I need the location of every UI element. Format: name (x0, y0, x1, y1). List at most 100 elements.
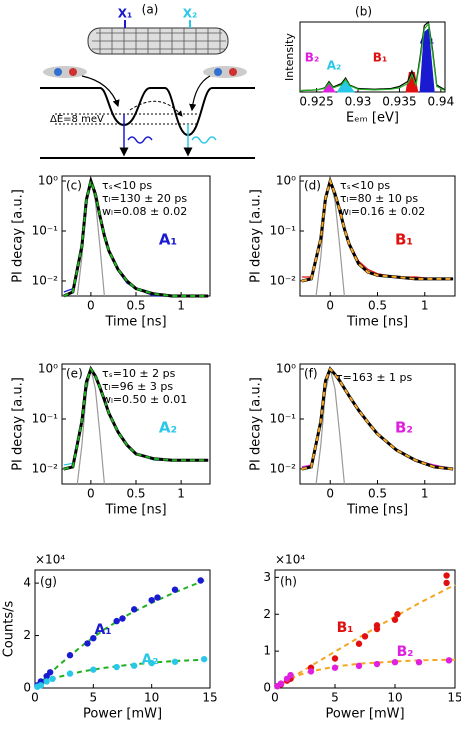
panel-label: (h) (280, 575, 297, 589)
data-point (130, 606, 138, 613)
data-point (119, 615, 126, 622)
data-point (331, 655, 339, 662)
data-point (394, 611, 401, 618)
fit-line (34, 579, 205, 689)
data-line (301, 176, 454, 283)
annotation: τₛ<10 ps (102, 179, 152, 192)
x-tick-label: 0 (326, 487, 334, 501)
series-label: B₁ (373, 51, 387, 65)
plot-frame (299, 21, 446, 93)
data-point (391, 658, 399, 666)
data-line (299, 22, 446, 92)
data-point (277, 680, 285, 687)
series-label: A₂ (142, 652, 159, 668)
y-axis-label: Counts/s (2, 601, 17, 658)
y-tick-label: 10⁻¹ (270, 223, 297, 237)
x-tick-label: 0 (31, 691, 39, 705)
y-tick-label: 1 (263, 644, 271, 658)
series-label: A₁ (95, 622, 112, 638)
y-tick-label: 3 (263, 570, 271, 584)
annotation: τₗ=80 ± 10 ps (340, 192, 418, 205)
data-point (37, 682, 45, 689)
panel-label: (c) (66, 179, 82, 193)
series-label: B₂ (397, 644, 414, 660)
data-point (391, 616, 399, 623)
x-tick-label: 1 (421, 299, 429, 313)
data-point (148, 596, 155, 604)
data-point (287, 671, 294, 679)
y-tick-label: 10⁻² (32, 461, 59, 475)
photon (191, 136, 217, 144)
annotation: τ=163 ± 1 ps (336, 371, 413, 384)
annotation: wₗ=0.50 ± 0.01 (102, 393, 187, 406)
data-point (355, 662, 363, 670)
y-tick-label: 10⁻² (270, 461, 297, 475)
y-tick-label: 10⁻² (32, 273, 59, 287)
data-point (361, 633, 369, 640)
y-multiplier: ×10⁴ (275, 553, 305, 567)
x-axis-label: Time [ns] (104, 315, 166, 330)
data-point (200, 655, 208, 663)
y-tick-label: 10⁰ (276, 174, 296, 188)
electron (54, 68, 62, 76)
panel-label: (f) (304, 367, 318, 381)
y-tick-label: 10⁻¹ (32, 223, 59, 237)
delta-e: ΔE=8 meV (50, 114, 104, 125)
x-tick-label: 0.5 (368, 299, 387, 313)
data-line (63, 175, 209, 298)
hole (69, 68, 77, 76)
x-tick-label: 1 (177, 299, 185, 313)
curve-label: A₁ (159, 231, 177, 249)
data-point (66, 670, 74, 677)
y-tick-label: 10⁰ (276, 362, 296, 376)
data-point (355, 640, 363, 647)
data-point (415, 658, 423, 666)
x-axis-label: Time [ns] (104, 503, 166, 518)
x-axis-label: Time [ns] (346, 503, 408, 518)
x-tick-label: 15 (447, 691, 461, 705)
panel-label: (d) (304, 179, 321, 193)
fit-line (34, 658, 205, 689)
x-axis-label: Power [mW] (83, 707, 162, 722)
series-label: B₂ (305, 51, 319, 65)
x-tick-label: 0 (271, 691, 279, 705)
data-point (443, 579, 450, 587)
arrow (81, 75, 120, 108)
panel-label: (b) (355, 5, 372, 19)
annotation: wₗ=0.08 ± 0.02 (102, 205, 187, 218)
exciton (203, 66, 247, 78)
data-point (130, 662, 138, 669)
x-tick-label: 0.925 (299, 95, 333, 109)
annotation: τₗ=96 ± 3 ps (102, 380, 173, 393)
data-point (197, 577, 204, 584)
series-label: B₁ (337, 620, 354, 636)
data-point (90, 634, 97, 642)
data-point (49, 675, 56, 683)
x-tick-label: 0 (87, 299, 95, 313)
data-point (66, 652, 74, 659)
electron (214, 68, 222, 76)
fit-line (274, 658, 456, 689)
data-point (90, 666, 97, 673)
x-tick-label: 10 (144, 691, 159, 705)
photon (127, 136, 153, 144)
y-axis-label: PI decay [a.u.] (249, 377, 264, 471)
data-point (171, 658, 179, 665)
y-axis-label: PI decay [a.u.] (11, 377, 26, 471)
plot-frame (34, 569, 211, 689)
x-tick-label: 5 (90, 691, 98, 705)
x-tick-label: 15 (202, 691, 217, 705)
curve-label: A₂ (159, 419, 177, 437)
panel-label: (g) (40, 575, 57, 589)
x-tick-label: 5 (331, 691, 339, 705)
data-point (171, 586, 179, 593)
panel-label: (a) (142, 3, 159, 17)
y-tick-label: 0 (263, 681, 271, 695)
data-point (373, 660, 381, 668)
hole (229, 68, 237, 76)
x2-label: X₂ (183, 7, 198, 21)
x-tick-label: 1 (421, 487, 429, 501)
data-point (443, 572, 450, 579)
y-axis-label: PI decay [a.u.] (11, 189, 26, 283)
